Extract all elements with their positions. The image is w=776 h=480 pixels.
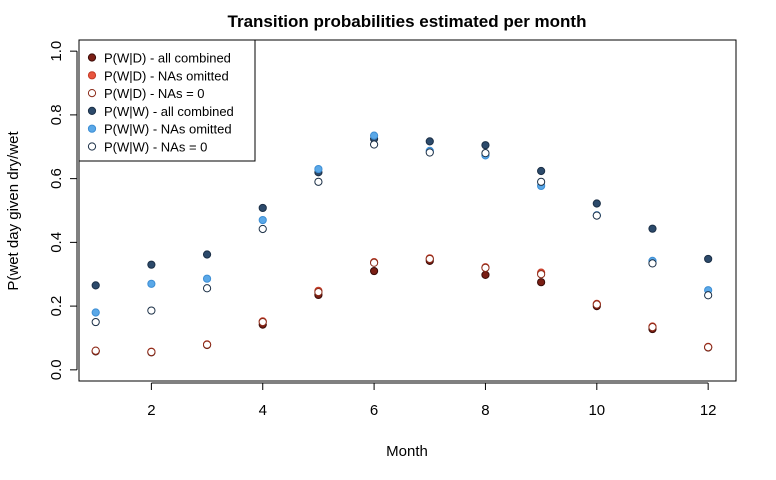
legend-label: P(W|D) - all combined — [104, 51, 231, 66]
point-series-1 — [369, 266, 379, 276]
x-axis-label: Month — [386, 443, 428, 460]
legend-marker — [87, 53, 97, 62]
data-points — [91, 131, 713, 357]
point-series-1 — [537, 278, 546, 287]
point-series-3 — [314, 287, 323, 297]
point-series-4 — [425, 137, 434, 146]
x-tick-label: 8 — [481, 402, 489, 419]
point-series-3 — [537, 270, 546, 279]
point-series-3 — [592, 300, 601, 309]
legend: P(W|D) - all combined P(W|D) - NAs omitte… — [78, 39, 256, 162]
point-series-3 — [425, 254, 434, 264]
y-tick-label: 0.2 — [48, 296, 65, 317]
legend-label: P(W|W) - NAs = 0 — [104, 140, 207, 155]
point-series-4 — [648, 224, 657, 233]
point-series-6 — [314, 177, 323, 186]
legend-box — [78, 39, 256, 162]
y-tick-label: 0.4 — [48, 232, 65, 253]
point-series-3 — [147, 347, 156, 357]
point-series-5 — [369, 131, 379, 140]
point-series-4 — [537, 166, 546, 176]
point-series-3 — [481, 263, 490, 272]
y-tick-label: 0.6 — [48, 168, 65, 189]
legend-label: P(W|D) - NAs = 0 — [104, 86, 205, 101]
point-series-6 — [481, 149, 490, 158]
point-series-3 — [648, 323, 657, 332]
point-series-5 — [314, 164, 323, 174]
point-series-6 — [258, 224, 267, 234]
legend-marker — [87, 106, 97, 116]
y-axis-label: P(wet day given dry/wet — [5, 131, 22, 291]
point-series-1 — [481, 270, 490, 279]
point-series-6 — [704, 291, 713, 300]
legend-marker — [87, 89, 97, 98]
point-series-6 — [425, 148, 434, 157]
point-series-6 — [369, 140, 379, 149]
x-tick-label: 12 — [700, 402, 717, 419]
y-axis: 0.0 0.2 0.4 0.6 0.8 1.0 — [48, 41, 78, 380]
point-series-3 — [704, 343, 713, 352]
chart-title: Transition probabilities estimated per m… — [228, 12, 587, 31]
legend-marker — [87, 71, 97, 80]
point-series-4 — [592, 199, 601, 208]
point-series-6 — [592, 211, 601, 220]
point-series-5 — [91, 308, 100, 317]
x-tick-label: 10 — [588, 402, 605, 419]
point-series-5 — [258, 215, 267, 225]
legend-marker — [87, 124, 97, 133]
plot-area — [78, 39, 737, 382]
point-series-6 — [202, 284, 212, 293]
point-series-3 — [369, 258, 379, 267]
y-tick-label: 0.8 — [48, 104, 65, 125]
x-axis: 2 4 6 8 10 12 — [147, 382, 717, 419]
point-series-6 — [648, 259, 657, 268]
point-series-3 — [91, 346, 100, 355]
point-series-6 — [91, 317, 100, 327]
point-series-6 — [147, 306, 156, 315]
legend-label: P(W|W) - NAs omitted — [104, 122, 232, 137]
point-series-3 — [202, 340, 212, 349]
point-series-3 — [258, 317, 267, 327]
point-series-4 — [258, 203, 267, 213]
legend-label: P(W|W) - all combined — [104, 104, 234, 119]
point-series-4 — [202, 250, 212, 259]
legend-label: P(W|D) - NAs omitted — [104, 68, 229, 83]
legend-marker — [87, 142, 97, 151]
point-series-5 — [147, 279, 156, 288]
y-tick-label: 0.0 — [48, 359, 65, 380]
point-series-4 — [704, 254, 713, 264]
x-tick-label: 4 — [259, 402, 267, 419]
point-series-6 — [537, 177, 546, 186]
point-series-5 — [202, 274, 212, 283]
x-tick-label: 6 — [370, 402, 378, 419]
point-series-4 — [481, 141, 490, 150]
y-tick-label: 1.0 — [48, 41, 65, 62]
point-series-4 — [147, 260, 156, 269]
point-series-4 — [91, 281, 100, 290]
x-tick-label: 2 — [147, 402, 155, 419]
